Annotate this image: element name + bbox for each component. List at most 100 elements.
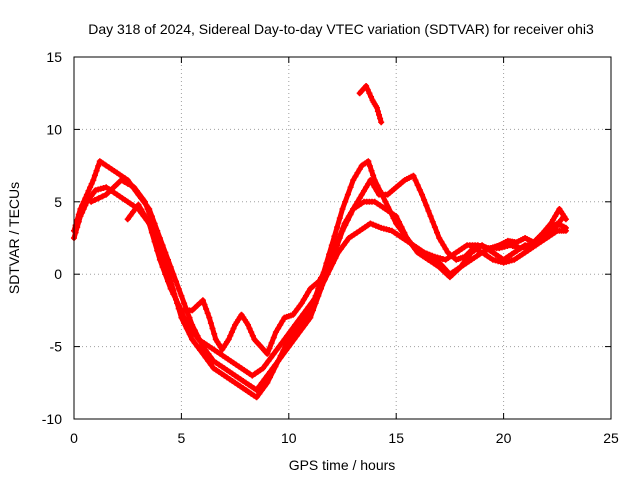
plot-frame [73,56,612,420]
data-point [303,307,309,314]
data-point [131,184,138,191]
data-point [547,220,554,227]
data-point [299,325,306,332]
data-point [343,238,350,245]
axis-ticks [73,56,612,420]
data-point [336,215,343,222]
data-point [141,198,148,205]
y-tick-labels: -10 -5 0 5 10 15 [42,49,62,427]
data-point [365,158,372,165]
data-point [354,198,361,205]
data-point [305,289,312,296]
data-point [313,292,320,299]
data-point [330,247,337,254]
data-point [279,318,286,325]
data-point [260,365,266,372]
data-point [151,238,158,245]
data-point [144,206,151,212]
data-point [80,206,87,212]
data-point [307,314,314,321]
x-tick-label: 0 [70,430,78,446]
data-point [280,350,287,357]
data-point [434,229,440,236]
data-point [363,184,370,191]
data-point [371,184,378,191]
data-point [154,247,161,254]
data-point [352,173,359,180]
data-point [364,86,371,93]
data-point [440,242,447,249]
y-tick-label: 15 [46,49,62,65]
data-point [85,187,92,194]
data-point [187,325,194,332]
data-point [276,343,283,350]
data-point [425,207,432,214]
data-point [436,235,443,241]
data-point [264,379,271,386]
data-point [337,231,344,238]
data-point [423,202,430,209]
data-point [270,334,277,341]
data-point [301,321,308,328]
data-point [199,297,206,304]
data-point [186,314,193,321]
data-point [341,220,348,227]
data-point [414,182,421,189]
data-point [175,285,182,292]
data-point [269,368,276,375]
data-point [293,332,300,339]
data-point [74,224,81,231]
x-tick-label: 10 [281,430,297,446]
data-point [438,238,445,245]
data-point [261,383,268,390]
x-tick-label: 15 [388,430,404,446]
data-point [316,287,323,294]
data-point [265,358,272,365]
x-tick-label: 5 [178,430,186,446]
data-point [170,291,177,298]
data-point [133,187,140,194]
data-point [304,318,311,325]
data-point [334,224,341,231]
data-point [315,278,322,285]
data-point [310,307,316,314]
chart-title: Day 318 of 2024, Sidereal Day-to-day VTE… [88,21,594,37]
data-point [395,218,402,225]
data-point [552,224,559,231]
data-point [121,178,128,185]
data-point [320,271,327,278]
data-point [552,213,559,220]
data-point [248,329,255,336]
data-point [143,215,150,222]
data-point [429,218,436,225]
data-point [138,206,145,213]
data-point [335,236,342,243]
data-point [319,282,326,289]
data-point [205,358,212,365]
data-point [354,169,361,176]
data-point [228,329,235,336]
data-point [308,300,315,307]
data-point [93,167,100,174]
data-point [442,245,449,252]
x-tick-labels: 0 5 10 15 20 25 [70,430,619,446]
y-tick-label: 0 [54,266,62,282]
data-point [146,220,153,227]
data-point [173,296,179,303]
data-point [356,166,363,173]
data-point [356,195,363,202]
data-point [83,191,90,198]
data-point [311,296,317,303]
data-point [167,285,174,292]
data-point [412,177,419,184]
y-axis-label: SDTVAR / TECUs [6,182,22,294]
data-point [303,292,309,299]
data-point [75,218,82,225]
data-point [296,329,303,336]
data-point [340,242,347,249]
x-tick-label: 20 [496,430,512,446]
data-point [272,329,279,336]
data-point [369,180,376,187]
data-point [337,245,344,252]
data-point [339,206,346,212]
